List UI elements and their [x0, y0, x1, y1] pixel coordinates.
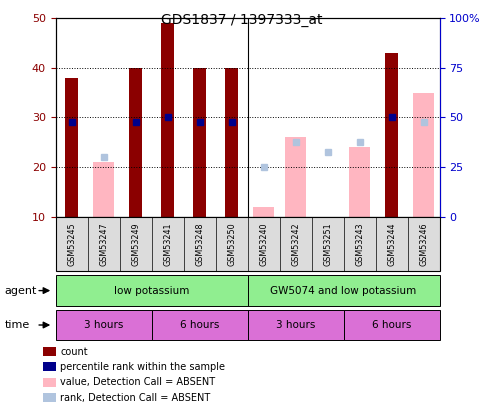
Bar [43, 378, 56, 387]
Bar [248, 310, 343, 340]
Text: GSM53247: GSM53247 [99, 222, 108, 266]
Text: GSM53244: GSM53244 [387, 222, 396, 266]
Text: low potassium: low potassium [114, 286, 189, 296]
Bar [161, 23, 174, 217]
Bar [253, 207, 274, 217]
Text: GSM53240: GSM53240 [259, 222, 268, 266]
Text: percentile rank within the sample: percentile rank within the sample [60, 362, 226, 372]
Bar [43, 393, 56, 402]
Text: GSM53251: GSM53251 [323, 222, 332, 266]
Text: 3 hours: 3 hours [276, 320, 315, 330]
Bar [93, 162, 114, 217]
Text: GSM53249: GSM53249 [131, 222, 140, 266]
Bar [43, 362, 56, 371]
Bar [248, 275, 440, 306]
Text: GSM53243: GSM53243 [355, 222, 364, 266]
Bar [343, 310, 440, 340]
Text: value, Detection Call = ABSENT: value, Detection Call = ABSENT [60, 377, 215, 387]
Bar [56, 310, 152, 340]
Text: GSM53246: GSM53246 [419, 222, 428, 266]
Bar [413, 93, 434, 217]
Text: GSM53250: GSM53250 [227, 222, 236, 266]
Text: GSM53242: GSM53242 [291, 222, 300, 266]
Bar [43, 347, 56, 356]
Bar [349, 147, 370, 217]
Bar [65, 78, 78, 217]
Bar [225, 68, 238, 217]
Bar [193, 68, 206, 217]
Bar [385, 53, 398, 217]
Bar [56, 275, 248, 306]
Bar [152, 310, 248, 340]
Text: GW5074 and low potassium: GW5074 and low potassium [270, 286, 417, 296]
Text: GSM53248: GSM53248 [195, 222, 204, 266]
Text: GDS1837 / 1397333_at: GDS1837 / 1397333_at [161, 13, 322, 27]
Text: 6 hours: 6 hours [372, 320, 411, 330]
Text: time: time [5, 320, 30, 330]
Text: GSM53245: GSM53245 [67, 222, 76, 266]
Bar [56, 217, 440, 271]
Bar [285, 137, 306, 217]
Text: count: count [60, 347, 88, 356]
Text: 3 hours: 3 hours [84, 320, 123, 330]
Bar [129, 68, 142, 217]
Text: GSM53241: GSM53241 [163, 222, 172, 266]
Text: rank, Detection Call = ABSENT: rank, Detection Call = ABSENT [60, 393, 211, 403]
Text: agent: agent [5, 286, 37, 296]
Text: 6 hours: 6 hours [180, 320, 219, 330]
